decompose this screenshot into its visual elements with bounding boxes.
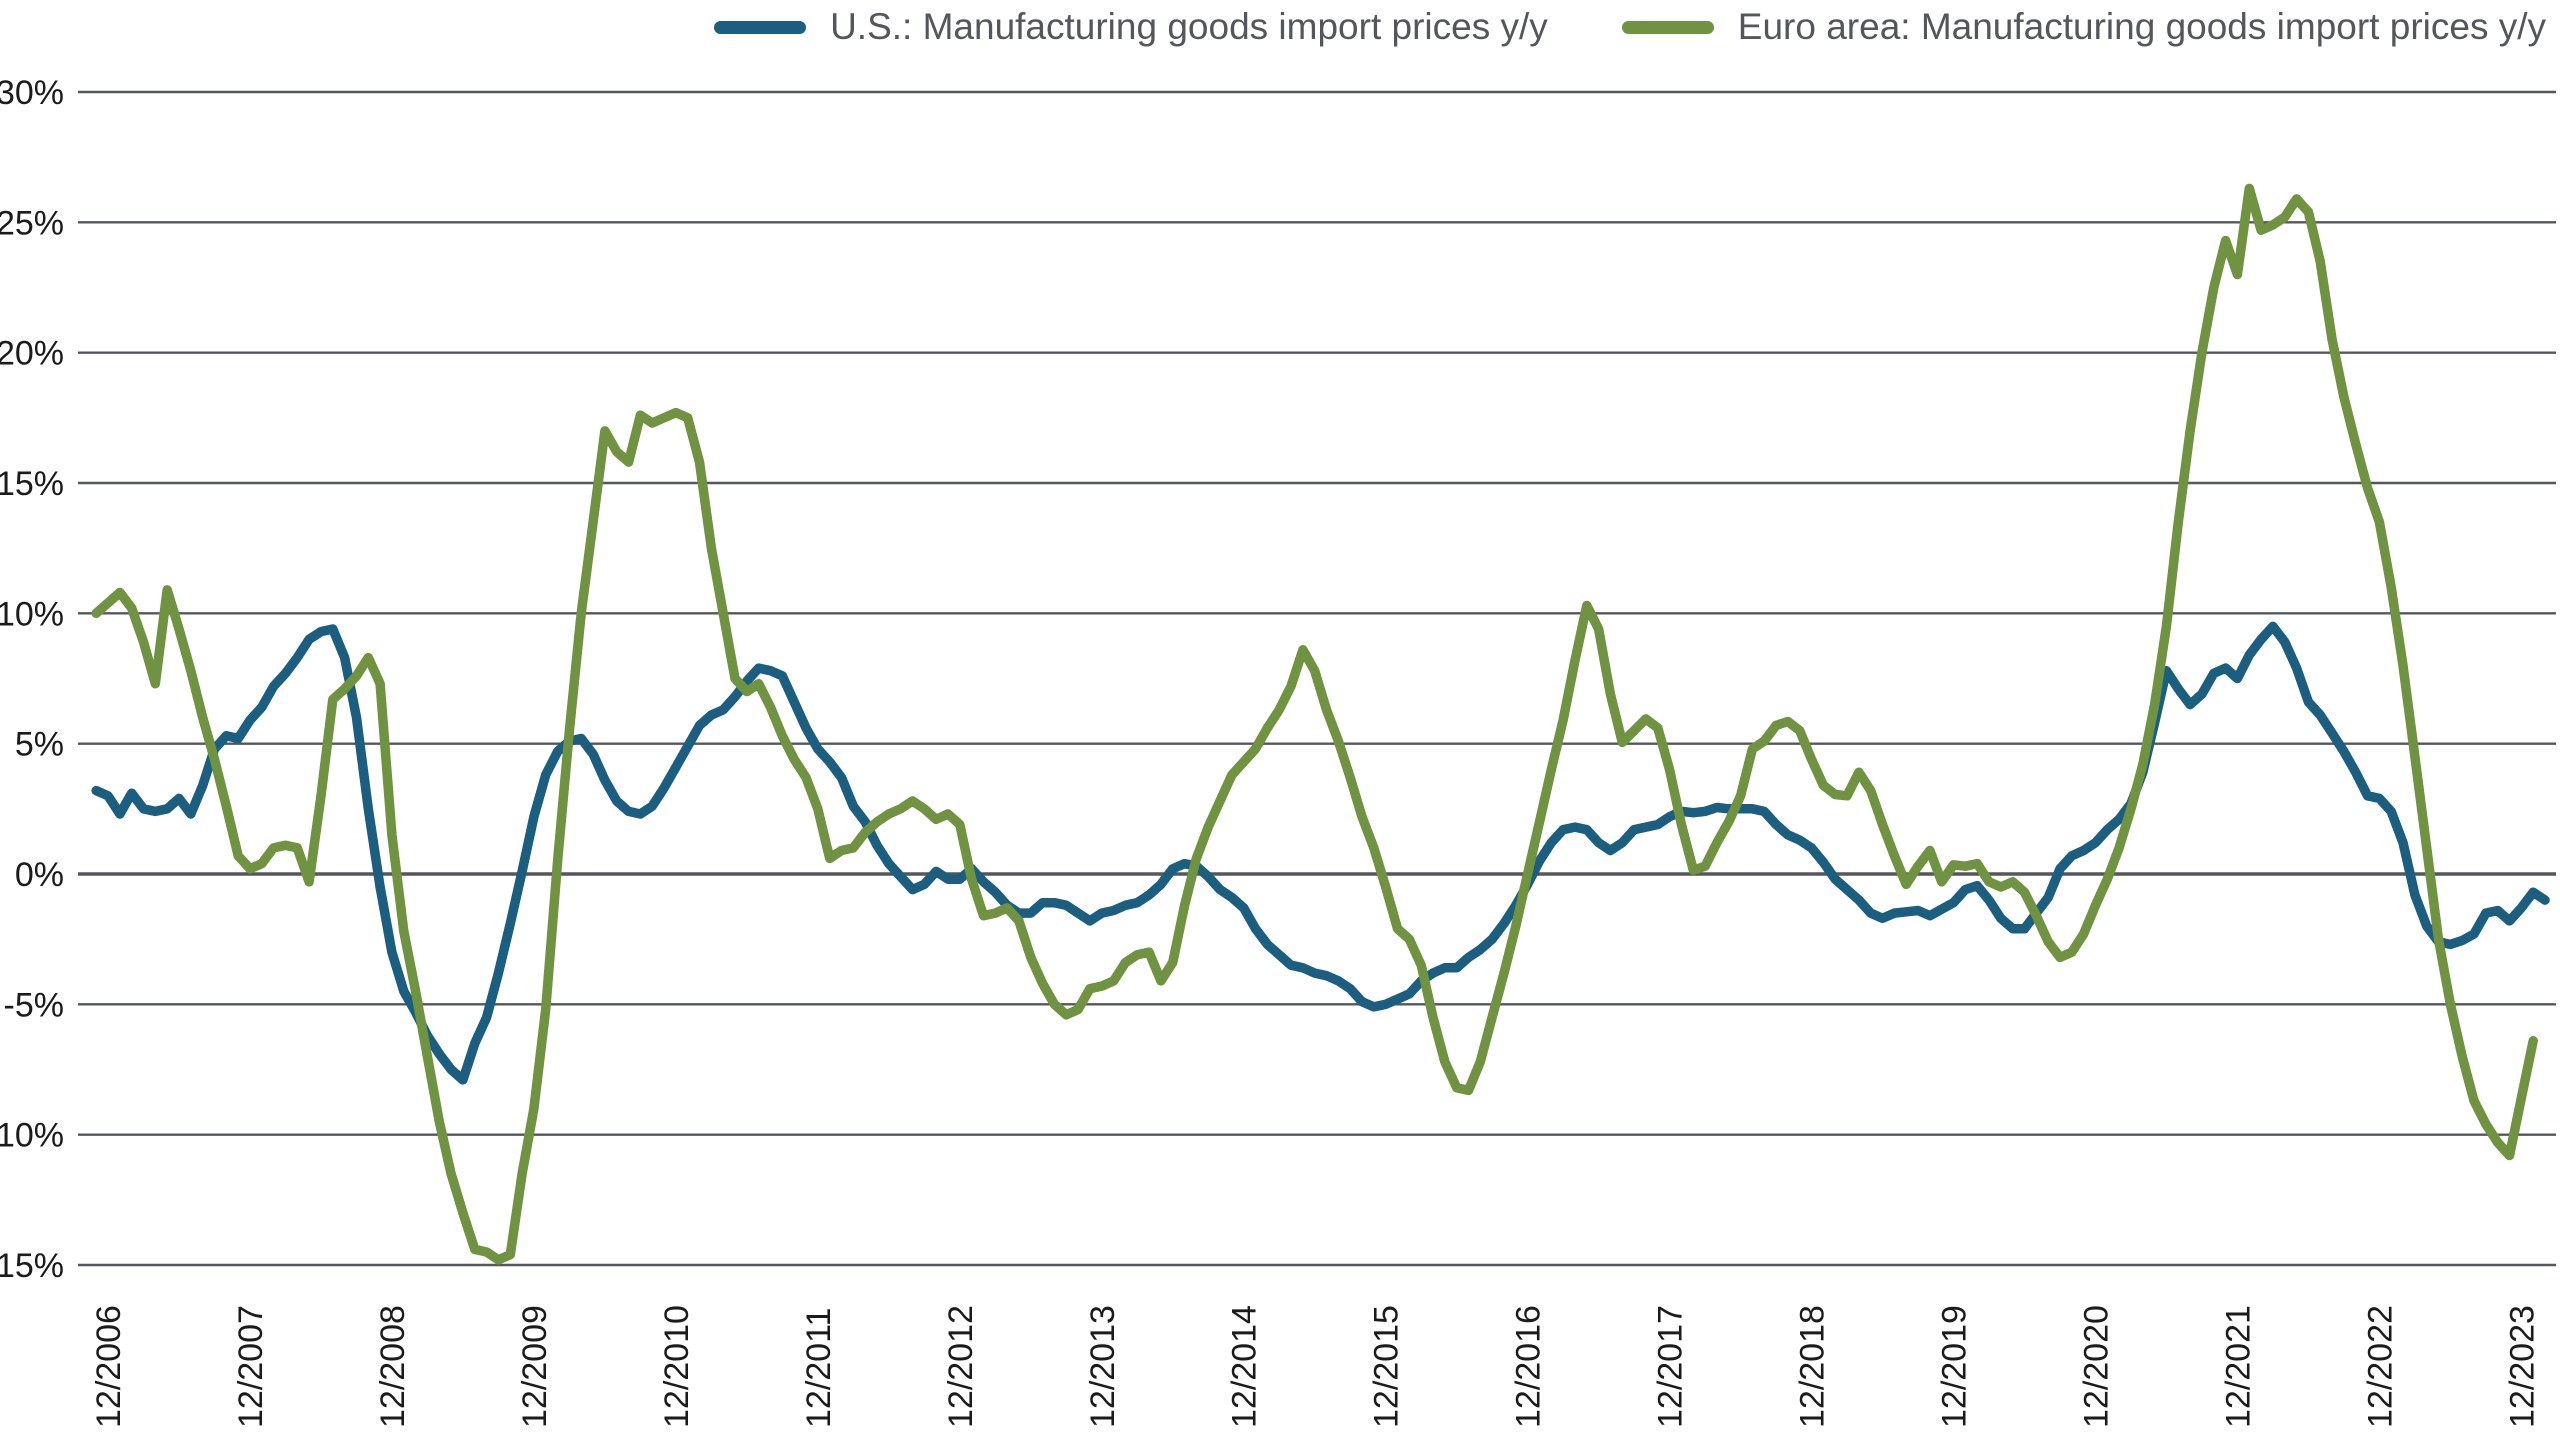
x-axis-label: 12/2008	[374, 1305, 412, 1428]
y-axis-label: 15%	[0, 465, 64, 503]
y-axis-label: 10%	[0, 595, 64, 633]
legend-item-euro: Euro area: Manufacturing goods import pr…	[1621, 6, 2546, 48]
euro-series-swatch-icon	[1621, 20, 1714, 34]
x-axis-label: 12/2017	[1652, 1305, 1690, 1428]
euro-series-line	[91, 183, 2538, 1265]
y-axis-label: 5%	[15, 726, 64, 764]
x-axis-label: 12/2009	[516, 1305, 554, 1428]
x-axis-label: 12/2006	[90, 1305, 128, 1428]
x-axis-label: 12/2023	[2503, 1305, 2541, 1428]
legend-item-us: U.S.: Manufacturing goods import prices …	[714, 6, 1548, 48]
x-axis-label: 12/2020	[2077, 1305, 2115, 1428]
x-axis-label: 12/2019	[1936, 1305, 1974, 1428]
legend-label-euro: Euro area: Manufacturing goods import pr…	[1737, 6, 2546, 47]
x-axis-label: 12/2012	[942, 1305, 980, 1428]
y-axis-label: -15%	[0, 1247, 64, 1285]
y-axis-label: 20%	[0, 335, 64, 373]
x-axis-label: 12/2007	[232, 1305, 270, 1428]
x-axis-label: 12/2014	[1226, 1305, 1264, 1428]
x-axis-label: 12/2013	[1084, 1305, 1122, 1428]
x-axis-label: 12/2011	[800, 1308, 838, 1428]
y-axis-label: -5%	[4, 986, 64, 1024]
us-series-swatch-icon	[714, 20, 807, 34]
x-axis-label: 12/2018	[1794, 1305, 1832, 1428]
x-axis-label: 12/2015	[1368, 1305, 1406, 1428]
y-axis-label: -10%	[0, 1117, 64, 1155]
y-axis-label: 0%	[15, 856, 64, 894]
x-axis-label: 12/2021	[2219, 1305, 2257, 1428]
y-axis-label: 25%	[0, 204, 64, 242]
x-axis-label: 12/2016	[1510, 1305, 1548, 1428]
legend: U.S.: Manufacturing goods import prices …	[714, 6, 2546, 48]
legend-label-us: U.S.: Manufacturing goods import prices …	[830, 6, 1548, 47]
x-axis-label: 12/2022	[2361, 1305, 2399, 1428]
y-axis-label: 30%	[0, 74, 64, 112]
x-axis-label: 12/2010	[658, 1305, 696, 1428]
